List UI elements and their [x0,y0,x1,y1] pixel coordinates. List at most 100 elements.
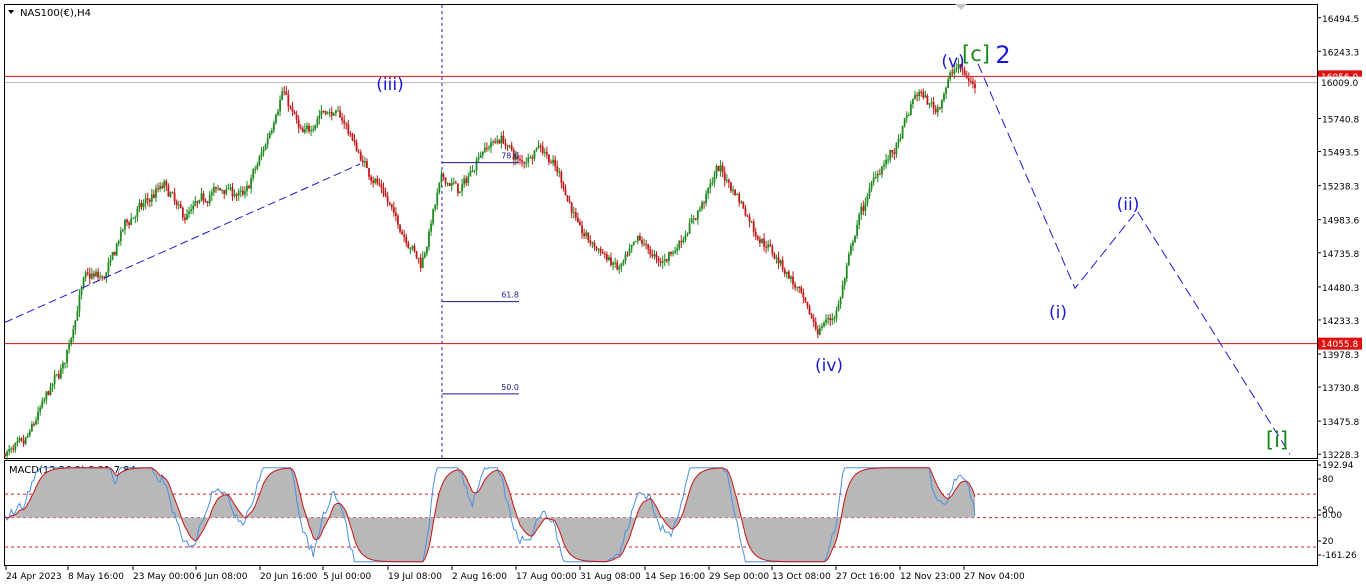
candle-body [181,207,184,218]
candle-body [605,254,608,260]
candle-body [779,260,782,264]
candle-body [709,183,712,188]
time-axis-label: 20 Jun 16:00 [260,572,317,582]
candle-body [225,189,228,194]
candle-body [839,297,842,305]
candle-body [57,373,60,379]
candle-body [856,224,859,236]
candle-body [903,118,906,126]
time-axis-label: 8 May 16:00 [68,572,124,582]
candle-body [785,271,788,274]
candle-body [368,168,370,177]
candle-body [24,437,27,444]
candle-body [469,171,472,177]
candle-body [622,261,625,264]
candle-body [498,140,501,144]
candle-body [198,200,201,203]
candle-body [142,203,145,207]
candle-body [171,192,174,194]
price-tick-label: 13978.3 [1322,351,1359,361]
candle-body [870,182,873,189]
scroll-marker[interactable] [955,4,967,10]
candle-body [101,276,104,278]
candle-body [800,287,803,293]
candle-body [136,208,139,217]
candle-body [463,178,466,185]
candle-body [790,276,792,279]
candle-body [231,187,234,197]
wave-label: (v) [941,52,964,72]
candle-body [434,204,437,210]
candle-body [446,183,449,185]
candle-body [705,193,708,204]
candle-body [62,363,64,369]
candle-body [550,162,552,164]
candle-body [636,235,639,241]
candle-body [99,276,102,278]
candle-body [223,190,226,194]
candle-body [399,224,401,232]
candle-body [301,128,304,133]
candle-body [258,156,261,165]
candle-body [531,157,534,159]
candle-body [951,72,954,74]
candle-body [690,218,693,224]
candle-body [510,145,513,151]
candle-body [905,115,908,119]
candle-body [965,75,968,79]
price-tick-label: 16243.3 [1322,48,1359,58]
candle-body [572,212,575,214]
candle-body [618,266,621,270]
candle-body [324,111,327,114]
candle-body [6,451,8,456]
candle-body [55,373,58,376]
price-tick-label: 14233.3 [1322,317,1359,327]
candle-body [492,141,495,143]
candle-body [132,217,135,219]
candle-body [787,271,790,279]
candle-body [126,219,128,223]
candle-body [121,229,124,232]
candle-body [485,147,488,149]
candle-body [748,216,751,222]
candle-body [105,272,108,279]
candle-body [957,64,960,69]
candle-body [177,204,180,206]
candle-body [196,201,199,203]
candle-body [715,166,718,177]
candle-body [483,147,486,152]
price-tick-label: 13228.3 [1322,451,1359,461]
time-axis-label: 29 Sep 00:00 [709,572,769,582]
macd-tick-label: -161.26 [1322,551,1357,561]
candle-body [432,209,435,224]
candle-body [295,114,298,120]
candle-body [291,106,294,112]
candle-body [10,448,13,450]
candle-body [738,193,741,203]
candle-body [953,69,956,74]
wave-label: 2 [995,41,1010,69]
candle-body [866,195,869,203]
candle-body [659,261,662,263]
candle-body [343,120,346,124]
candle-body [533,150,536,159]
symbol-dropdown-icon[interactable] [8,10,14,14]
candle-body [539,145,542,147]
candle-body [504,143,507,146]
candle-body [969,80,972,82]
candle-body [955,68,958,70]
candle-body [372,180,375,183]
time-axis-label: 24 Apr 2023 [6,572,62,582]
candle-body [794,284,796,288]
candle-body [854,235,856,242]
candle-body [852,241,854,246]
candle-body [210,192,213,196]
candle-body [759,239,761,243]
candle-body [943,93,945,101]
macd-tick-label: 20 [1322,537,1334,547]
candle-body [488,147,490,149]
candle-body [599,248,602,253]
candle-body [907,114,910,116]
candle-body [244,191,246,195]
